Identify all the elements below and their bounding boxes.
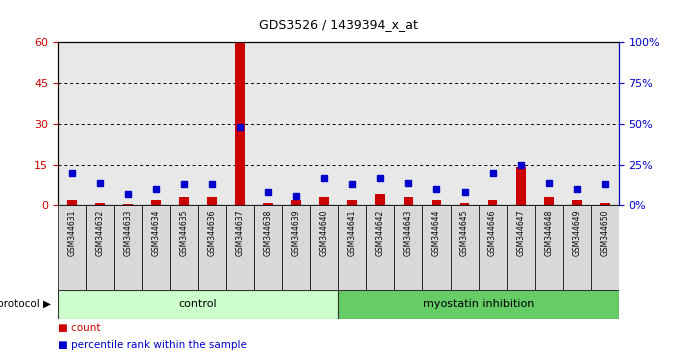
Bar (339, 205, 367, 290)
Bar (488, 200, 498, 205)
Bar (310, 205, 339, 290)
Bar (142, 205, 170, 290)
Text: GSM344635: GSM344635 (180, 210, 188, 256)
Text: GSM344642: GSM344642 (376, 210, 385, 256)
Text: GSM344637: GSM344637 (236, 210, 245, 256)
Bar (179, 197, 189, 205)
Bar (95, 202, 105, 205)
Text: ■ count: ■ count (58, 323, 101, 333)
Bar (86, 205, 114, 290)
Bar (375, 194, 386, 205)
Text: GSM344639: GSM344639 (292, 210, 301, 256)
Bar (451, 205, 479, 290)
Bar (507, 205, 534, 290)
Text: GSM344638: GSM344638 (264, 210, 273, 256)
Bar (235, 42, 245, 205)
Bar (320, 197, 329, 205)
Bar (591, 205, 619, 290)
Bar (58, 205, 86, 290)
Bar (170, 205, 198, 290)
Text: myostatin inhibition: myostatin inhibition (423, 299, 534, 309)
Bar (563, 205, 591, 290)
Text: GSM344631: GSM344631 (67, 210, 76, 256)
Bar (198, 205, 226, 290)
Bar (600, 202, 610, 205)
Bar (226, 205, 254, 290)
Text: GSM344640: GSM344640 (320, 210, 328, 256)
Bar (534, 205, 563, 290)
Bar (347, 200, 357, 205)
Bar (572, 200, 581, 205)
Bar (460, 202, 469, 205)
Bar (67, 200, 77, 205)
Bar (432, 200, 441, 205)
Bar (422, 205, 451, 290)
Text: GSM344643: GSM344643 (404, 210, 413, 256)
Text: GSM344648: GSM344648 (544, 210, 553, 256)
Bar (282, 205, 310, 290)
Bar (515, 167, 526, 205)
Text: GSM344641: GSM344641 (348, 210, 357, 256)
Text: GSM344649: GSM344649 (573, 210, 581, 256)
Bar (263, 202, 273, 205)
Text: GDS3526 / 1439394_x_at: GDS3526 / 1439394_x_at (259, 18, 418, 31)
Text: GSM344644: GSM344644 (432, 210, 441, 256)
Bar (123, 204, 133, 205)
Bar (58, 290, 339, 319)
Text: protocol ▶: protocol ▶ (0, 299, 51, 309)
Text: GSM344636: GSM344636 (207, 210, 216, 256)
Text: GSM344650: GSM344650 (600, 210, 609, 256)
Bar (394, 205, 422, 290)
Bar (114, 205, 142, 290)
Bar (207, 197, 217, 205)
Text: GSM344633: GSM344633 (124, 210, 133, 256)
Text: GSM344634: GSM344634 (152, 210, 160, 256)
Bar (479, 205, 507, 290)
Text: GSM344647: GSM344647 (516, 210, 525, 256)
Bar (151, 200, 161, 205)
Text: ■ percentile rank within the sample: ■ percentile rank within the sample (58, 341, 247, 350)
Text: GSM344646: GSM344646 (488, 210, 497, 256)
Bar (291, 200, 301, 205)
Text: GSM344632: GSM344632 (95, 210, 104, 256)
Bar (403, 197, 413, 205)
Text: control: control (179, 299, 218, 309)
Bar (367, 205, 394, 290)
Bar (254, 205, 282, 290)
Bar (339, 290, 619, 319)
Bar (544, 197, 554, 205)
Text: GSM344645: GSM344645 (460, 210, 469, 256)
